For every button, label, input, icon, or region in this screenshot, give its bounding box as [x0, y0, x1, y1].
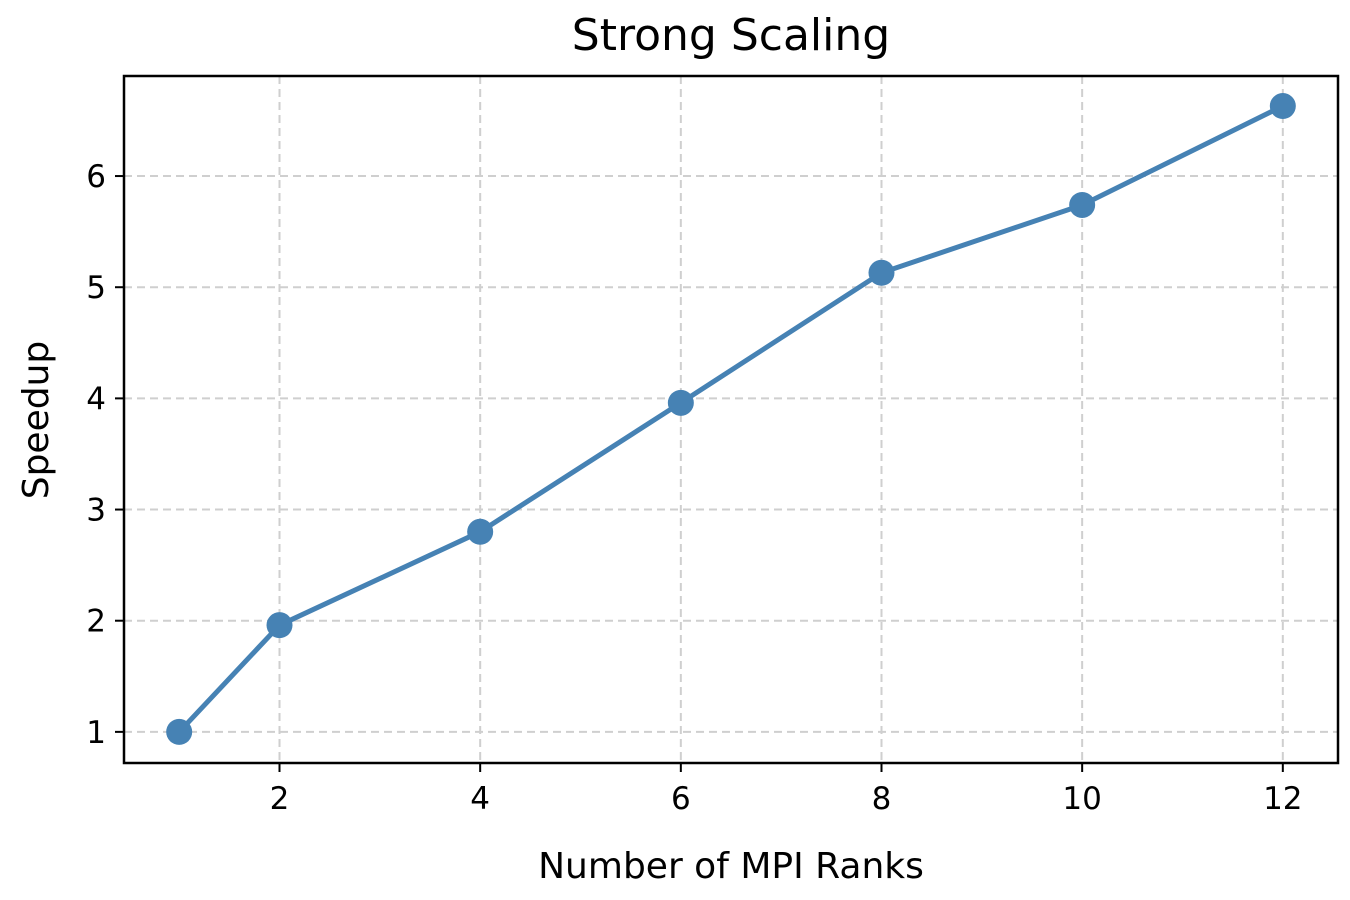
y-tick-label: 6: [86, 159, 106, 195]
data-point: [667, 389, 694, 416]
x-tick-label: 2: [270, 781, 290, 817]
x-tick-label: 6: [671, 781, 691, 817]
x-axis-label: Number of MPI Ranks: [538, 846, 924, 887]
series-line-layer: [177, 103, 1284, 734]
x-tick-label: 12: [1263, 781, 1302, 817]
data-point: [1269, 93, 1296, 120]
chart-title: Strong Scaling: [572, 10, 890, 61]
x-tick-label: 8: [872, 781, 892, 817]
plot-frame: [122, 74, 1340, 765]
series-line: [177, 103, 1284, 734]
y-tick-label: 5: [86, 270, 106, 306]
x-tick-label: 4: [470, 781, 490, 817]
series-points: [166, 93, 1296, 745]
data-point: [166, 718, 193, 745]
y-tick-label: 2: [86, 604, 106, 640]
data-point: [266, 612, 293, 639]
grid-lines: [124, 76, 1338, 763]
data-point: [1069, 191, 1096, 218]
y-tick-label: 4: [86, 381, 106, 417]
data-point: [467, 518, 494, 545]
data-point: [868, 259, 895, 286]
x-tick-label: 10: [1062, 781, 1101, 817]
y-tick-label: 3: [86, 493, 106, 529]
y-tick-label: 1: [86, 715, 106, 751]
y-axis-label: Speedup: [16, 341, 57, 500]
